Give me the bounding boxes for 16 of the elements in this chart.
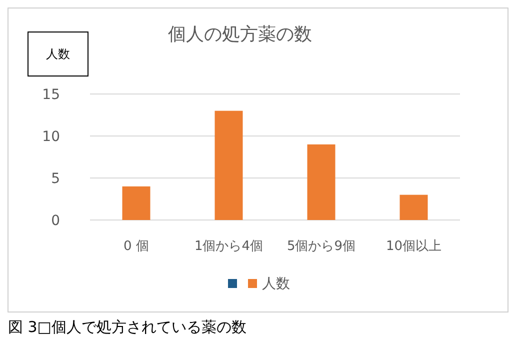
legend-label: 人数 [262,276,290,292]
y-tick-label: 15 [42,87,60,103]
bar [400,194,428,220]
bar [307,144,336,220]
bar [122,186,150,220]
bar [214,110,243,220]
y-tick-label: 10 [42,129,60,145]
caption: 図 3□個人で処方されている薬の数 [8,318,246,336]
x-tick-label: 5個から9個 [286,239,356,254]
x-tick-label: 0 個 [124,239,149,254]
chart-title: 個人の処方薬の数 [168,24,312,45]
y-tick-label: 5 [51,171,60,187]
y-tick-label: 0 [51,213,60,229]
y-axis-title: 人数 [46,47,70,61]
x-tick-label: 1個から4個 [194,239,264,254]
x-tick-label: 10個以上 [386,239,442,254]
